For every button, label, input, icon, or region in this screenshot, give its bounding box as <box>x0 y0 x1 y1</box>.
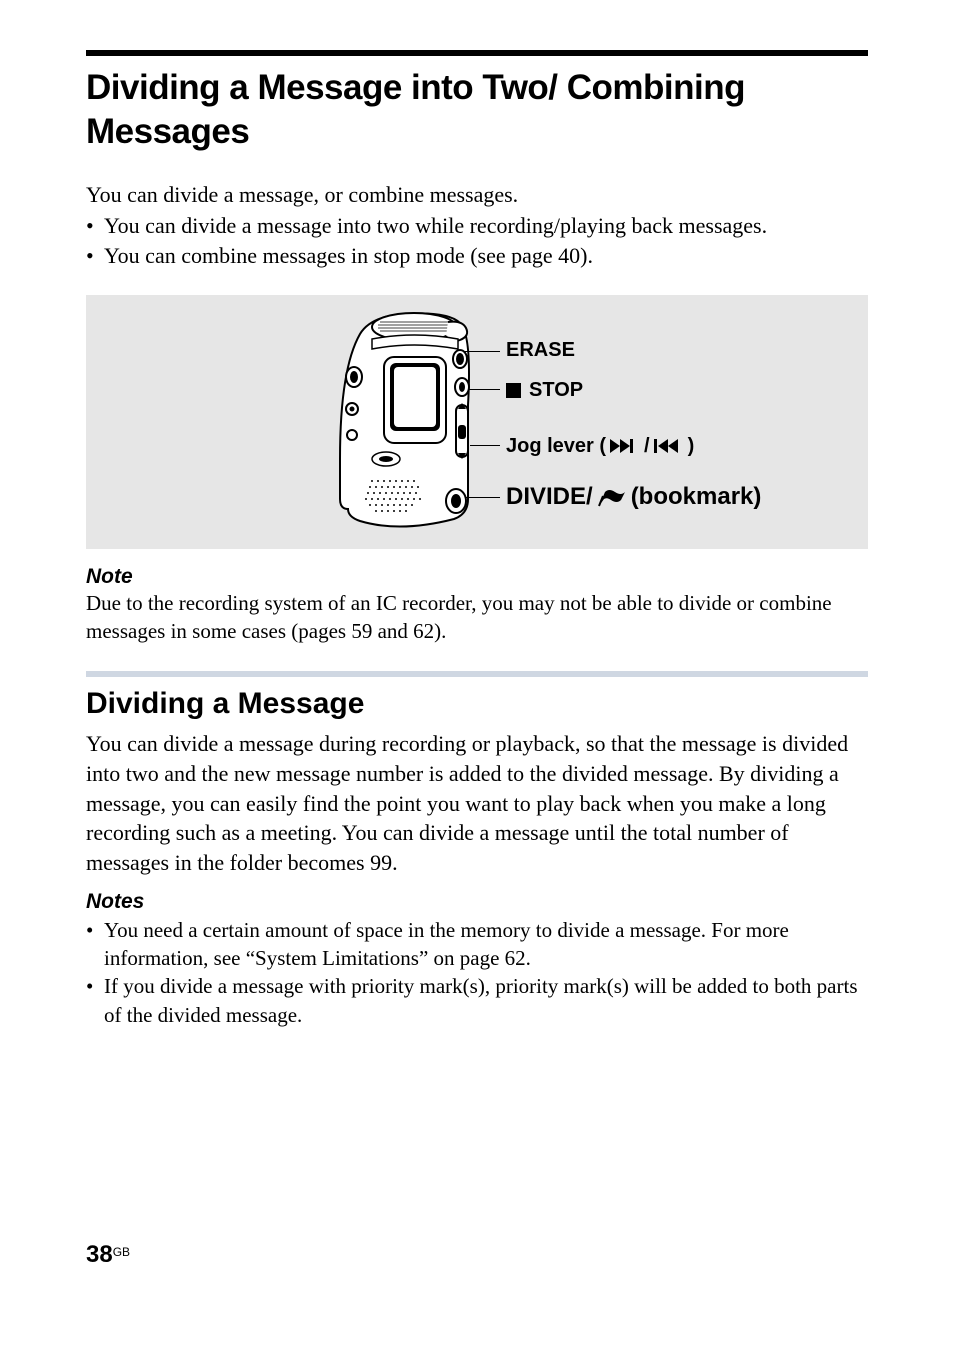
page-title: Dividing a Message into Two/ Combining M… <box>86 66 868 154</box>
bullet-body: You can divide a message into two while … <box>104 211 868 241</box>
rewind-prev-icon <box>654 438 684 454</box>
bullet-body: You need a certain amount of space in th… <box>104 916 868 973</box>
section-divider-bar <box>86 671 868 677</box>
label-text: DIVIDE/ <box>506 483 593 511</box>
lead-line <box>466 497 500 499</box>
label-text-close: ) <box>688 435 695 458</box>
section-body: You can divide a message during recordin… <box>86 729 868 877</box>
bullet-mark: • <box>86 916 104 973</box>
lead-line <box>464 351 500 353</box>
label-jog: Jog lever ( / ) <box>506 435 694 458</box>
page-suffix: GB <box>113 1245 130 1259</box>
stop-square-icon <box>506 383 521 398</box>
label-text: Jog lever ( <box>506 435 606 458</box>
notes-bullet-2: • If you divide a message with priority … <box>86 972 868 1029</box>
bullet-mark: • <box>86 972 104 1029</box>
notes-bullet-1: • You need a certain amount of space in … <box>86 916 868 973</box>
page-number: 38 <box>86 1241 113 1268</box>
label-divide: DIVIDE/ (bookmark) <box>506 483 761 511</box>
ic-recorder-illustration <box>330 309 500 535</box>
label-text: STOP <box>529 379 583 402</box>
bullet-body: If you divide a message with priority ma… <box>104 972 868 1029</box>
bullet-body: You can combine messages in stop mode (s… <box>104 241 868 271</box>
label-slash: / <box>644 435 650 458</box>
device-diagram: ERASE STOP Jog lever ( / ) DIVIDE/ (book… <box>86 295 868 549</box>
note-body: Due to the recording system of an IC rec… <box>86 589 868 646</box>
lead-line <box>470 445 500 447</box>
bullet-mark: • <box>86 241 104 271</box>
top-black-bar <box>86 50 868 56</box>
label-text: ERASE <box>506 339 575 362</box>
page-footer: 38GB <box>86 1241 130 1269</box>
notes-heading: Notes <box>86 890 868 914</box>
bookmark-flag-icon <box>597 486 627 508</box>
fast-forward-next-icon <box>610 438 640 454</box>
label-stop: STOP <box>506 379 583 402</box>
intro-bullet-2: • You can combine messages in stop mode … <box>86 241 868 271</box>
bullet-mark: • <box>86 211 104 241</box>
intro-bullet-1: • You can divide a message into two whil… <box>86 211 868 241</box>
label-erase: ERASE <box>506 339 575 362</box>
lead-line <box>468 389 500 391</box>
intro-text: You can divide a message, or combine mes… <box>86 180 868 210</box>
note-heading: Note <box>86 565 868 589</box>
section-title: Dividing a Message <box>86 687 868 721</box>
label-text-post: (bookmark) <box>631 483 762 511</box>
